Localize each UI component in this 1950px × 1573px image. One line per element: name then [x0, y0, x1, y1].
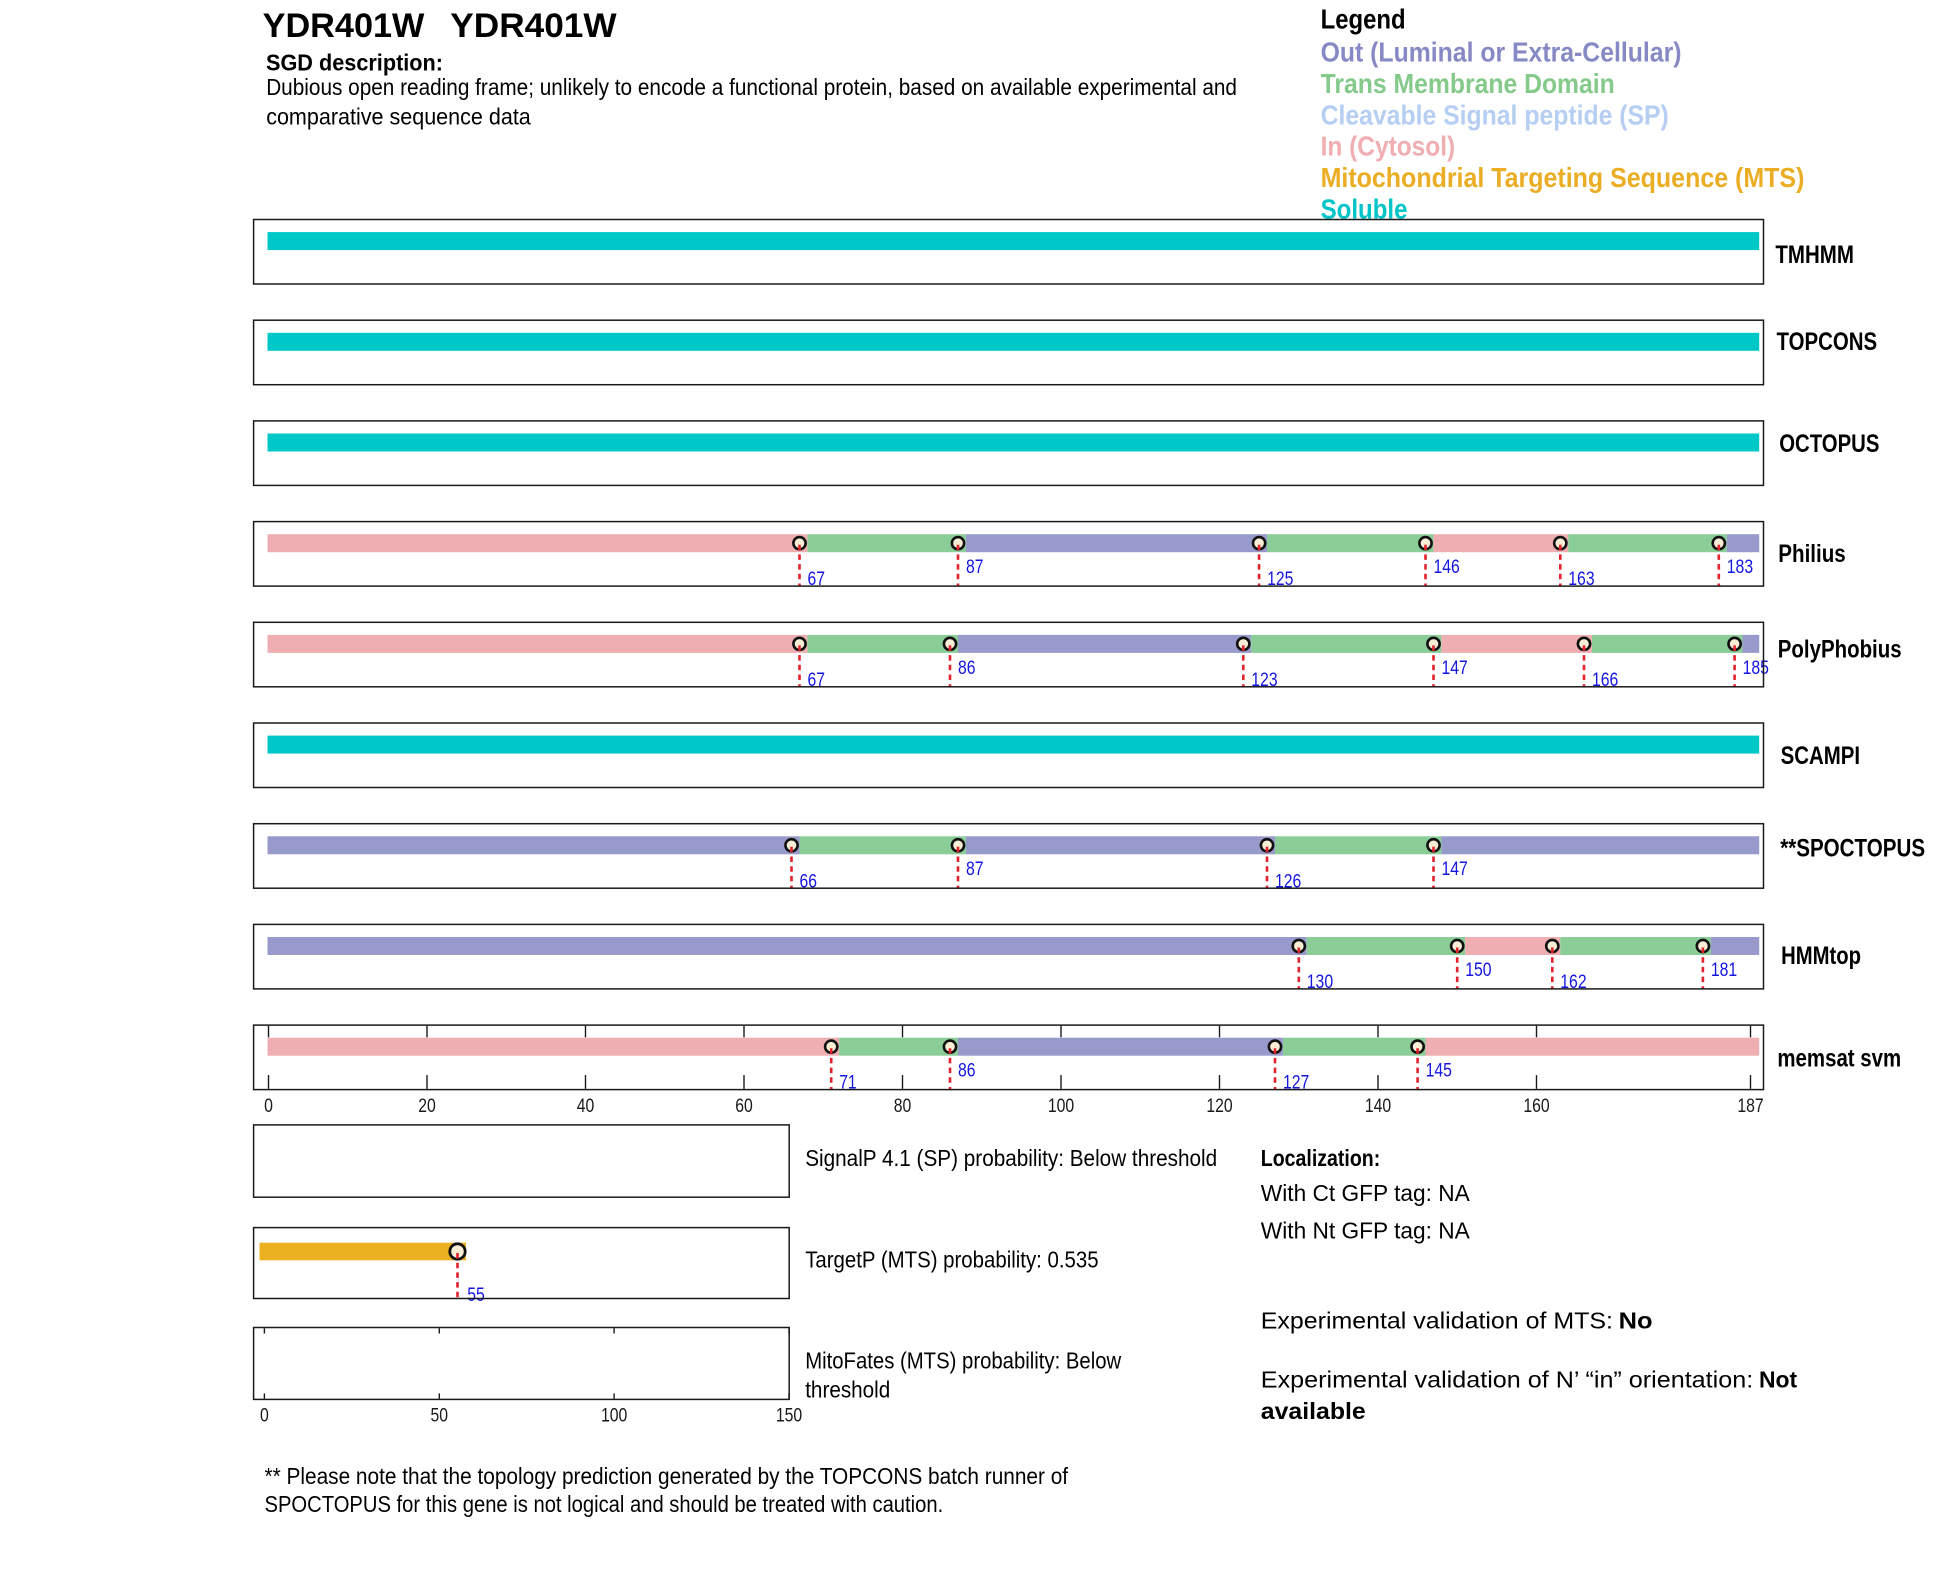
- svg-text:126: 126: [1275, 870, 1301, 892]
- svg-text:threshold: threshold: [805, 1377, 890, 1403]
- svg-text:Legend: Legend: [1321, 3, 1406, 34]
- svg-text:SPOCTOPUS for this gene is not: SPOCTOPUS for this gene is not logical a…: [265, 1491, 944, 1517]
- svg-text:Localization:: Localization:: [1261, 1145, 1380, 1171]
- svg-text:125: 125: [1267, 568, 1293, 590]
- svg-text:MitoFates (MTS) probability: B: MitoFates (MTS) probability: Below: [805, 1347, 1121, 1373]
- svg-text:120: 120: [1206, 1095, 1232, 1117]
- svg-text:181: 181: [1711, 959, 1737, 981]
- svg-text:TargetP (MTS) probability: 0.5: TargetP (MTS) probability: 0.535: [805, 1247, 1098, 1273]
- svg-text:Experimental validation of MTS: Experimental validation of MTS:: [1261, 1307, 1613, 1333]
- svg-text:available: available: [1261, 1398, 1366, 1424]
- svg-text:60: 60: [735, 1095, 753, 1117]
- svg-text:Dubious open reading frame; un: Dubious open reading frame; unlikely to …: [266, 74, 1237, 100]
- svg-text:67: 67: [808, 669, 826, 691]
- svg-text:With Ct GFP tag: NA: With Ct GFP tag: NA: [1261, 1180, 1471, 1206]
- svg-text:185: 185: [1743, 657, 1769, 679]
- svg-text:71: 71: [839, 1072, 857, 1094]
- svg-text:PolyPhobius: PolyPhobius: [1778, 636, 1902, 664]
- svg-text:Philius: Philius: [1778, 540, 1845, 568]
- svg-text:67: 67: [808, 568, 826, 590]
- svg-text:comparative sequence data: comparative sequence data: [266, 103, 531, 129]
- svg-text:Experimental validation of N’: Experimental validation of N’ “in” orien…: [1261, 1366, 1753, 1392]
- svg-text:100: 100: [601, 1405, 627, 1427]
- svg-text:80: 80: [894, 1095, 912, 1117]
- svg-text:146: 146: [1434, 556, 1460, 578]
- svg-text:Trans Membrane Domain: Trans Membrane Domain: [1321, 68, 1615, 99]
- svg-text:150: 150: [776, 1405, 802, 1427]
- svg-text:127: 127: [1283, 1072, 1309, 1094]
- svg-text:166: 166: [1592, 669, 1618, 691]
- svg-text:123: 123: [1251, 669, 1277, 691]
- svg-text:** Please note that the topolo: ** Please note that the topology predict…: [265, 1463, 1069, 1489]
- svg-text:TMHMM: TMHMM: [1775, 241, 1854, 269]
- svg-text:Mitochondrial Targeting Sequen: Mitochondrial Targeting Sequence (MTS): [1321, 162, 1805, 193]
- svg-text:SCAMPI: SCAMPI: [1781, 742, 1860, 770]
- svg-text:Not: Not: [1759, 1366, 1798, 1392]
- svg-text:145: 145: [1426, 1060, 1452, 1082]
- svg-text:87: 87: [966, 556, 984, 578]
- svg-text:130: 130: [1307, 971, 1333, 993]
- svg-text:66: 66: [800, 870, 818, 892]
- svg-text:100: 100: [1048, 1095, 1074, 1117]
- svg-text:50: 50: [431, 1405, 449, 1427]
- svg-text:86: 86: [958, 1060, 976, 1082]
- svg-text:87: 87: [966, 858, 984, 880]
- svg-text:YDR401W: YDR401W: [263, 7, 426, 45]
- svg-text:SignalP 4.1 (SP) probability:: SignalP 4.1 (SP) probability: Below thre…: [805, 1145, 1217, 1171]
- svg-text:0: 0: [264, 1095, 273, 1117]
- svg-text:163: 163: [1568, 568, 1594, 590]
- svg-text:Cleavable Signal peptide (SP): Cleavable Signal peptide (SP): [1321, 99, 1669, 130]
- svg-text:HMMtop: HMMtop: [1781, 942, 1861, 970]
- svg-text:183: 183: [1727, 556, 1753, 578]
- svg-text:162: 162: [1560, 971, 1586, 993]
- svg-text:40: 40: [577, 1095, 595, 1117]
- svg-text:147: 147: [1442, 858, 1468, 880]
- svg-text:147: 147: [1442, 657, 1468, 679]
- svg-text:With Nt GFP tag: NA: With Nt GFP tag: NA: [1261, 1217, 1471, 1243]
- svg-text:Out (Luminal or Extra-Cellular: Out (Luminal or Extra-Cellular): [1321, 37, 1682, 68]
- svg-text:20: 20: [418, 1095, 436, 1117]
- svg-text:In (Cytosol): In (Cytosol): [1321, 131, 1456, 162]
- svg-text:**SPOCTOPUS: **SPOCTOPUS: [1780, 835, 1925, 863]
- svg-text:YDR401W: YDR401W: [450, 7, 617, 45]
- svg-text:memsat svm: memsat svm: [1777, 1044, 1901, 1072]
- svg-text:150: 150: [1465, 959, 1491, 981]
- svg-text:140: 140: [1365, 1095, 1391, 1117]
- svg-text:TOPCONS: TOPCONS: [1777, 328, 1878, 356]
- svg-text:SGD description:: SGD description:: [266, 50, 443, 76]
- svg-text:55: 55: [467, 1284, 485, 1306]
- svg-text:86: 86: [958, 657, 976, 679]
- svg-text:No: No: [1619, 1307, 1653, 1333]
- svg-text:OCTOPUS: OCTOPUS: [1779, 430, 1879, 458]
- svg-text:187: 187: [1737, 1095, 1763, 1117]
- svg-text:0: 0: [260, 1405, 269, 1427]
- svg-text:160: 160: [1523, 1095, 1549, 1117]
